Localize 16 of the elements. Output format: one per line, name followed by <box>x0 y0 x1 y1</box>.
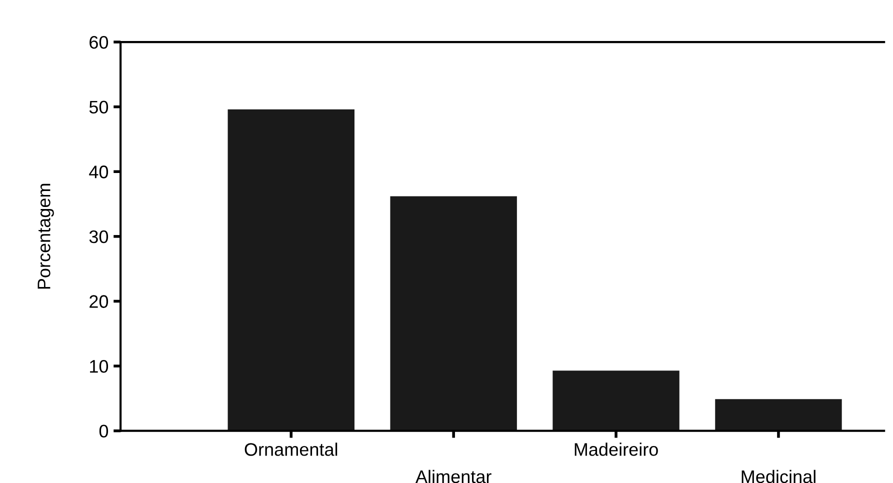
y-tick-label: 60 <box>90 36 108 49</box>
y-tick-label: 30 <box>89 230 108 244</box>
y-tick-label: 0 <box>99 424 108 438</box>
bar <box>552 370 680 431</box>
bar <box>715 399 842 431</box>
bar <box>390 196 517 431</box>
y-tick-label: 20 <box>90 295 108 308</box>
y-tick-label: 10 <box>90 360 108 373</box>
x-tick-label: Madeireiro <box>574 442 658 456</box>
x-tick-label: Ornamental <box>244 442 338 456</box>
x-tick-label: Medicinal <box>742 470 816 483</box>
x-tick-label: Alimentar <box>415 470 492 483</box>
bar <box>228 109 354 431</box>
y-tick-label: 50 <box>89 100 108 114</box>
y-axis-title: Porcentagem <box>38 184 54 289</box>
y-tick-label: 40 <box>89 166 108 178</box>
